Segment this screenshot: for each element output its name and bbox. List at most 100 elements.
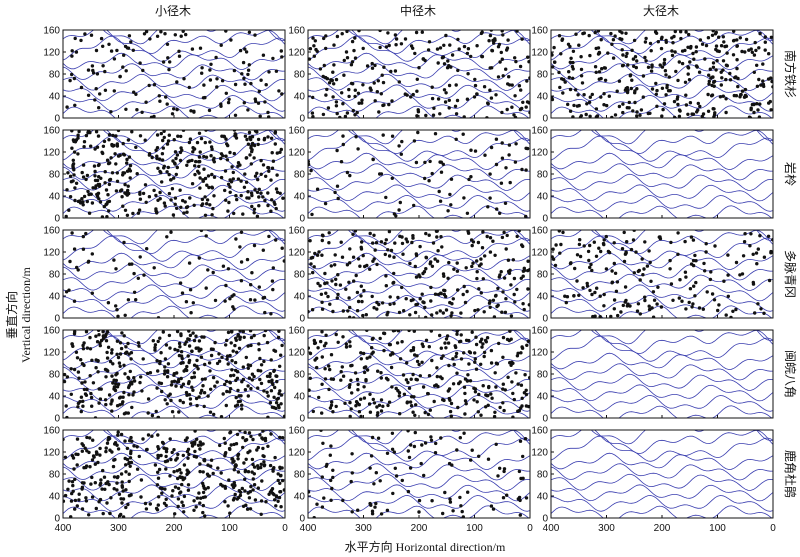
tree-point: [588, 265, 592, 270]
tree-point: [230, 457, 234, 461]
tree-point: [752, 110, 756, 115]
tree-point: [415, 77, 419, 82]
tree-point: [114, 304, 118, 308]
tree-point: [407, 330, 411, 333]
tree-point: [350, 391, 354, 395]
tree-point: [234, 442, 239, 446]
tree-point: [175, 206, 179, 210]
tree-point: [724, 110, 728, 115]
tree-point: [758, 31, 762, 36]
tree-point: [470, 264, 474, 269]
tree-point: [194, 334, 198, 338]
tree-point: [418, 297, 422, 301]
contour-line: [308, 305, 530, 318]
tree-point: [122, 363, 126, 367]
tree-point: [116, 355, 121, 360]
tree-point: [391, 330, 396, 333]
contour-line: [551, 230, 773, 255]
tree-point: [651, 315, 656, 318]
tree-point: [266, 135, 270, 139]
contour-line: [551, 495, 773, 512]
y-tick-label: 120: [288, 348, 305, 359]
tree-point: [423, 58, 427, 63]
tree-point: [225, 158, 230, 162]
tree-point: [400, 340, 404, 344]
tree-point: [156, 476, 161, 480]
tree-point: [348, 400, 352, 405]
tree-point: [331, 377, 336, 381]
tree-point: [205, 198, 210, 202]
contour-line: [308, 273, 530, 291]
tree-point: [233, 492, 237, 497]
tree-point: [250, 457, 255, 462]
tree-point: [238, 245, 242, 249]
tree-point: [223, 188, 227, 193]
tree-point: [168, 346, 172, 350]
tree-point: [447, 83, 452, 88]
tree-point: [519, 383, 524, 387]
tree-point: [93, 174, 97, 178]
tree-point: [525, 79, 529, 83]
tree-point: [134, 298, 138, 302]
tree-point: [579, 74, 584, 78]
tree-point: [375, 405, 379, 409]
tree-point: [371, 397, 375, 402]
tree-point: [177, 341, 182, 346]
contour-line: [63, 284, 285, 302]
tree-point: [454, 354, 458, 359]
tree-point: [72, 173, 76, 177]
tree-point: [177, 410, 181, 414]
tree-point: [127, 384, 131, 388]
tree-point: [321, 112, 326, 117]
y-tick-label: 80: [49, 70, 61, 81]
tree-point: [613, 271, 618, 275]
tree-point: [162, 501, 167, 505]
tree-point: [148, 371, 153, 375]
tree-point: [396, 330, 401, 333]
tree-point: [112, 487, 116, 491]
tree-point: [607, 94, 611, 98]
tree-point: [111, 381, 115, 385]
tree-point: [280, 246, 284, 250]
tree-point: [371, 336, 375, 340]
tree-point: [704, 43, 709, 48]
y-tick-label: 40: [537, 292, 549, 303]
tree-point: [471, 261, 475, 265]
y-tick-label: 80: [537, 370, 549, 381]
tree-point: [233, 343, 237, 348]
tree-point: [71, 489, 75, 493]
tree-point: [208, 78, 213, 82]
tree-point: [273, 131, 277, 135]
tree-point: [447, 98, 451, 103]
tree-point: [390, 385, 394, 389]
contour-line: [63, 330, 285, 355]
tree-point: [598, 294, 602, 298]
tree-point: [604, 267, 609, 271]
y-tick-label: 80: [294, 70, 306, 81]
tree-point: [441, 354, 445, 358]
tree-point: [615, 280, 620, 284]
tree-point: [573, 88, 578, 92]
tree-point: [116, 430, 120, 434]
tree-point: [348, 305, 352, 310]
tree-point: [136, 276, 140, 280]
tree-point: [150, 155, 154, 160]
tree-point: [78, 199, 82, 203]
tree-point: [622, 259, 627, 264]
tree-point: [162, 201, 167, 205]
tree-point: [595, 114, 600, 118]
tree-point: [191, 301, 195, 305]
tree-point: [207, 474, 211, 478]
tree-point: [431, 241, 436, 245]
contour-line: [63, 105, 285, 118]
tree-point: [276, 335, 281, 340]
tree-point: [416, 108, 420, 112]
tree-point: [575, 279, 579, 283]
tree-point: [625, 240, 629, 244]
tree-point: [270, 151, 274, 155]
tree-point: [711, 75, 715, 79]
y-tick-label: 0: [54, 414, 60, 425]
tree-point: [676, 102, 680, 107]
tree-point: [711, 30, 715, 33]
